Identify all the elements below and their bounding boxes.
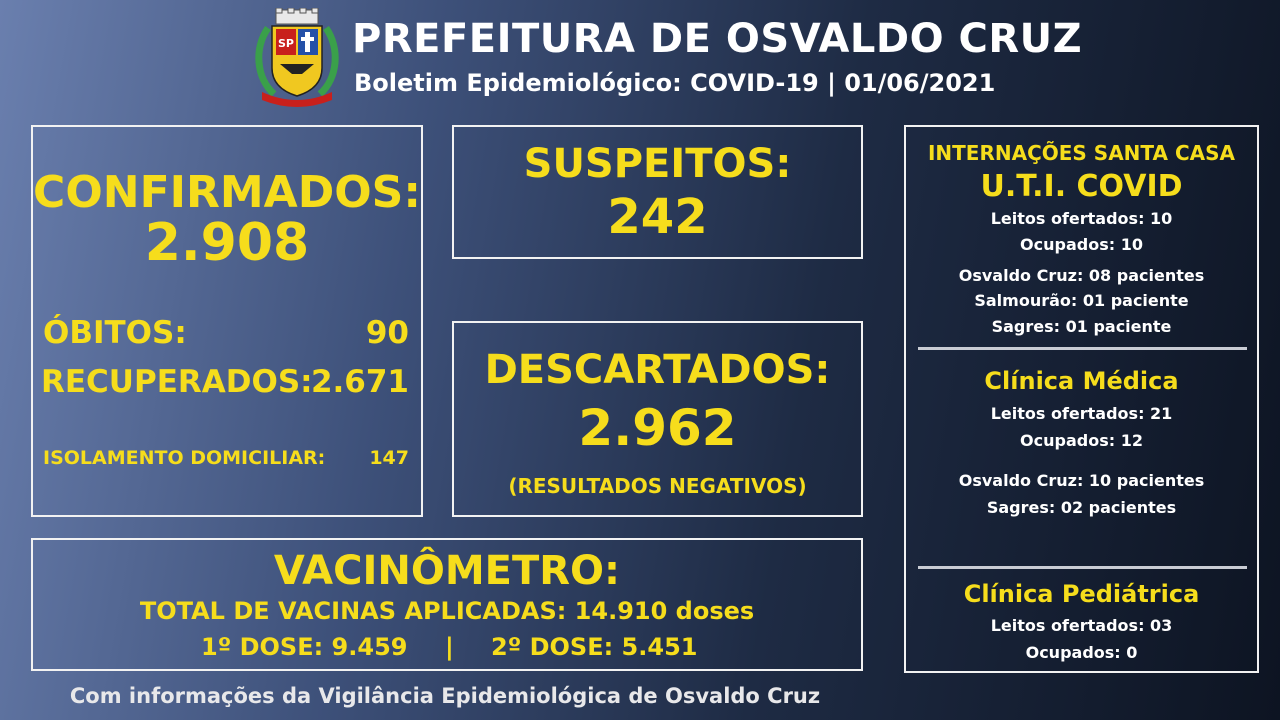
- crest-letters: SP: [278, 37, 294, 50]
- discarded-label: DESCARTADOS:: [484, 347, 831, 393]
- recovered-value: 2.671: [310, 364, 409, 400]
- uti-city-1: Osvaldo Cruz: 08 pacientes: [958, 266, 1205, 285]
- suspects-value: 242: [607, 189, 708, 245]
- suspects-label: SUSPEITOS:: [523, 141, 792, 187]
- section-divider: [918, 566, 1247, 569]
- discarded-value: 2.962: [578, 399, 737, 457]
- hospital-header: INTERNAÇÕES SANTA CASA: [927, 141, 1235, 165]
- confirmed-panel: CONFIRMADOS: 2.908 ÓBITOS: 90 RECUPERADO…: [31, 125, 423, 517]
- confirmed-label: CONFIRMADOS:: [33, 167, 421, 218]
- confirmed-value: 2.908: [144, 213, 310, 273]
- vaccine-dose1: 1º DOSE: 9.459: [201, 633, 408, 661]
- uti-title: U.T.I. COVID: [980, 169, 1183, 204]
- vaccine-title: VACINÔMETRO:: [273, 548, 621, 594]
- uti-city-3: Sagres: 01 paciente: [991, 317, 1172, 336]
- clinica-medica-occupied: Ocupados: 12: [1020, 431, 1143, 450]
- vaccine-panel: VACINÔMETRO: TOTAL DE VACINAS APLICADAS:…: [31, 538, 863, 671]
- clinica-pediatrica-title: Clínica Pediátrica: [963, 580, 1200, 608]
- isolation-label: ISOLAMENTO DOMICILIAR:: [43, 447, 326, 469]
- section-divider: [918, 347, 1247, 350]
- hospital-panel: INTERNAÇÕES SANTA CASA U.T.I. COVID Leit…: [904, 125, 1259, 673]
- clinica-medica-city-1: Osvaldo Cruz: 10 pacientes: [958, 471, 1205, 490]
- clinica-medica-beds: Leitos ofertados: 21: [990, 404, 1173, 423]
- suspects-panel: SUSPEITOS: 242: [452, 125, 863, 259]
- deaths-label: ÓBITOS:: [43, 315, 187, 351]
- discarded-panel: DESCARTADOS: 2.962 (RESULTADOS NEGATIVOS…: [452, 321, 863, 517]
- recovered-label: RECUPERADOS:: [41, 364, 313, 400]
- footer-credit: Com informações da Vigilância Epidemioló…: [69, 684, 821, 708]
- clinica-pediatrica-beds: Leitos ofertados: 03: [990, 616, 1173, 635]
- uti-occupied: Ocupados: 10: [1020, 235, 1143, 254]
- vaccine-separator: |: [445, 633, 454, 661]
- deaths-value: 90: [365, 315, 409, 351]
- bulletin-subtitle: Boletim Epidemiológico: COVID-19 | 01/06…: [354, 69, 996, 97]
- uti-beds: Leitos ofertados: 10: [990, 209, 1173, 228]
- clinica-medica-title: Clínica Médica: [984, 367, 1179, 395]
- page-title: PREFEITURA DE OSVALDO CRUZ: [352, 16, 1083, 62]
- clinica-medica-city-2: Sagres: 02 pacientes: [986, 498, 1177, 517]
- discarded-note: (RESULTADOS NEGATIVOS): [508, 474, 807, 498]
- uti-city-2: Salmourão: 01 paciente: [974, 291, 1189, 310]
- clinica-pediatrica-occupied: Ocupados: 0: [1025, 643, 1138, 662]
- city-crest-logo: SP: [252, 7, 342, 108]
- isolation-value: 147: [369, 447, 409, 469]
- vaccine-dose2: 2º DOSE: 5.451: [491, 633, 698, 661]
- vaccine-total: TOTAL DE VACINAS APLICADAS: 14.910 doses: [139, 597, 755, 625]
